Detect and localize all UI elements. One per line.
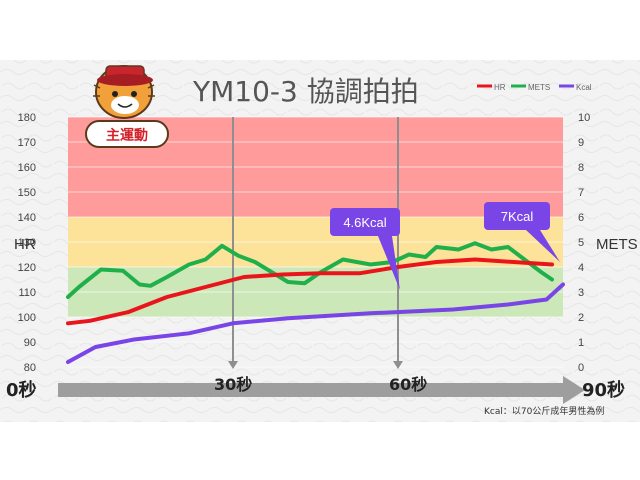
series-line-kcal: [66, 282, 565, 364]
y-tick-left: 170: [18, 137, 36, 149]
footnote: Kcal：以70公斤成年男性為例: [484, 405, 604, 417]
callout-mid-label: 4.6Kcal: [343, 215, 386, 230]
series-line-mets: [66, 241, 554, 299]
marker-60-arrowhead: [393, 361, 403, 369]
y-tick-left: 130: [18, 237, 36, 249]
y-tick-left: 120: [18, 262, 36, 274]
y-tick-left: 100: [18, 312, 36, 324]
tiger-mascot-icon: [93, 65, 155, 119]
y-tick-right: 8: [578, 162, 584, 174]
time-label-end: 90秒: [582, 379, 625, 401]
y-tick-right: 4: [578, 262, 584, 274]
y-tick-right: 3: [578, 287, 584, 299]
y-tick-right: 2: [578, 312, 584, 324]
badge-label: 主運動: [106, 127, 148, 144]
y-tick-left: 110: [18, 287, 36, 299]
legend-label-kcal: Kcal: [576, 83, 592, 92]
legend-label-hr: HR: [494, 83, 506, 92]
y-tick-left: 140: [18, 212, 36, 224]
marker-30-arrowhead: [228, 361, 238, 369]
y-tick-left: 150: [18, 187, 36, 199]
y-tick-left: 80: [24, 362, 36, 374]
callout-end: 7Kcal: [484, 202, 560, 262]
time-label-30: 30秒: [214, 375, 252, 394]
time-label-60: 60秒: [389, 375, 427, 394]
badge: 主運動: [85, 120, 169, 148]
y-tick-right: 5: [578, 237, 584, 249]
y-axis-left-label: HR: [14, 236, 36, 253]
callout-mid: 4.6Kcal: [330, 208, 400, 290]
y-tick-right: 0: [578, 362, 584, 374]
y-tick-right: 9: [578, 137, 584, 149]
y-tick-left: 90: [24, 337, 36, 349]
time-arrow: [58, 376, 585, 404]
y-tick-right: 6: [578, 212, 584, 224]
y-tick-right: 10: [578, 112, 590, 124]
callout-end-label: 7Kcal: [501, 209, 534, 224]
page-title: YM10-3 協調拍拍: [192, 75, 419, 108]
legend: HR METS Kcal: [477, 83, 592, 92]
time-label-start: 0秒: [6, 379, 37, 401]
series-line-hr: [66, 257, 554, 326]
legend-label-mets: METS: [528, 83, 550, 92]
y-tick-left: 160: [18, 162, 36, 174]
y-tick-right: 1: [578, 337, 584, 349]
y-tick-left: 180: [18, 112, 36, 124]
y-axis-right-label: METS: [596, 236, 638, 253]
y-tick-right: 7: [578, 187, 584, 199]
